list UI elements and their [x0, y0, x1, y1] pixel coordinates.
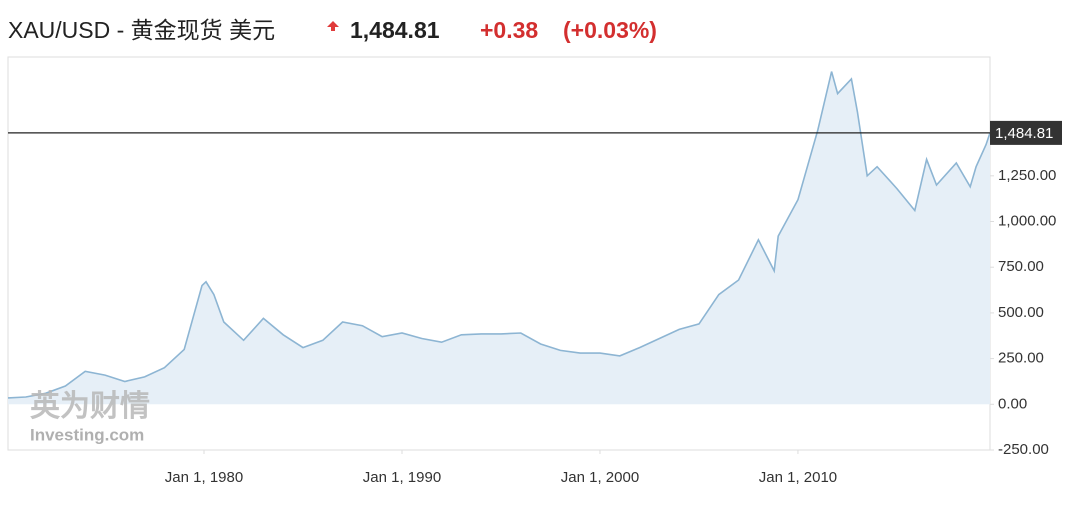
- y-tick-label: 0.00: [998, 395, 1027, 412]
- x-tick-label: Jan 1, 1980: [165, 469, 243, 486]
- x-tick-label: Jan 1, 2010: [759, 469, 837, 486]
- x-tick-label: Jan 1, 1990: [363, 469, 441, 486]
- x-tick-label: Jan 1, 2000: [561, 469, 639, 486]
- up-arrow: [327, 21, 339, 31]
- y-tick-label: 500.00: [998, 304, 1044, 321]
- watermark-site: Investing.com: [30, 425, 144, 444]
- y-tick-label: -250.00: [998, 441, 1049, 458]
- y-tick-label: 250.00: [998, 350, 1044, 367]
- symbol: XAU/USD - 黄金现货 美元: [8, 17, 275, 43]
- change-pct: (+0.03%): [563, 17, 657, 43]
- price: 1,484.81: [350, 17, 440, 43]
- current-price-label: 1,484.81: [995, 125, 1053, 142]
- watermark-brand: 英为财情: [30, 390, 150, 423]
- y-tick-label: 1,000.00: [998, 212, 1056, 229]
- y-tick-label: 1,250.00: [998, 167, 1056, 184]
- area: [8, 71, 990, 405]
- change: +0.38: [480, 17, 538, 43]
- y-tick-label: 750.00: [998, 258, 1044, 275]
- current-price-tag: [990, 120, 1062, 145]
- price-line: [7, 71, 991, 399]
- plot: [7, 71, 991, 405]
